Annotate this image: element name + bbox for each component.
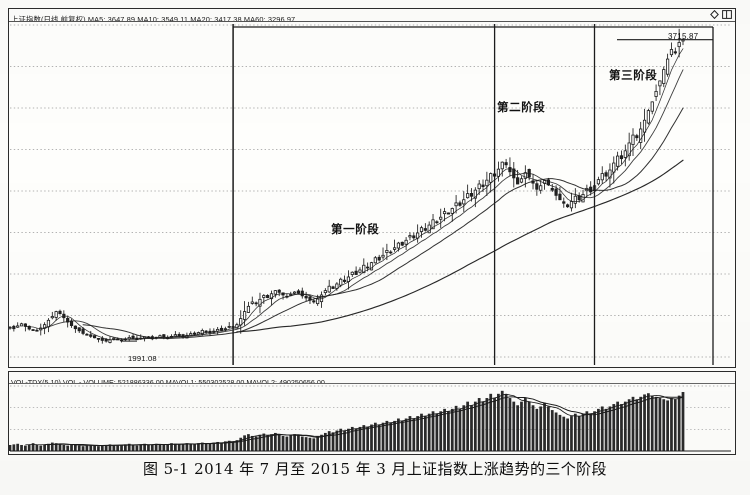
window-controls[interactable] xyxy=(710,10,732,19)
volume-pane: VOL-TDX(5,10) VOL - VOLUME: 521886336.00… xyxy=(8,371,736,455)
price-level-tag: 1991.08 xyxy=(128,354,157,363)
volume-header-text: VOL-TDX(5,10) VOL - VOLUME: 521886336.00… xyxy=(11,378,325,384)
price-header-text: 上证指数(日线,前复权) MA5: 3647.89 MA10: 3549.11 … xyxy=(11,15,296,22)
chart-window: 上证指数(日线,前复权) MA5: 3647.89 MA10: 3549.11 … xyxy=(8,8,736,455)
stage-2-label: 第二阶段 xyxy=(497,100,546,114)
diamond-icon[interactable] xyxy=(710,10,719,19)
price-pane: 上证指数(日线,前复权) MA5: 3647.89 MA10: 3549.11 … xyxy=(8,8,736,368)
last-price-tag: 3715.87 xyxy=(668,32,699,41)
figure-caption: 图 5-1 2014 年 7 月至 2015 年 3 月上证指数上涨趋势的三个阶… xyxy=(143,460,607,478)
price-pane-header: 上证指数(日线,前复权) MA5: 3647.89 MA10: 3549.11 … xyxy=(9,9,735,22)
price-chart-plot xyxy=(9,24,731,365)
stage-1-label: 第一阶段 xyxy=(331,222,380,236)
volume-pane-header: VOL-TDX(5,10) VOL - VOLUME: 521886336.00… xyxy=(9,372,735,384)
stage-3-label: 第三阶段 xyxy=(609,68,658,82)
window-icon[interactable] xyxy=(722,10,732,19)
volume-chart-plot xyxy=(9,385,731,452)
